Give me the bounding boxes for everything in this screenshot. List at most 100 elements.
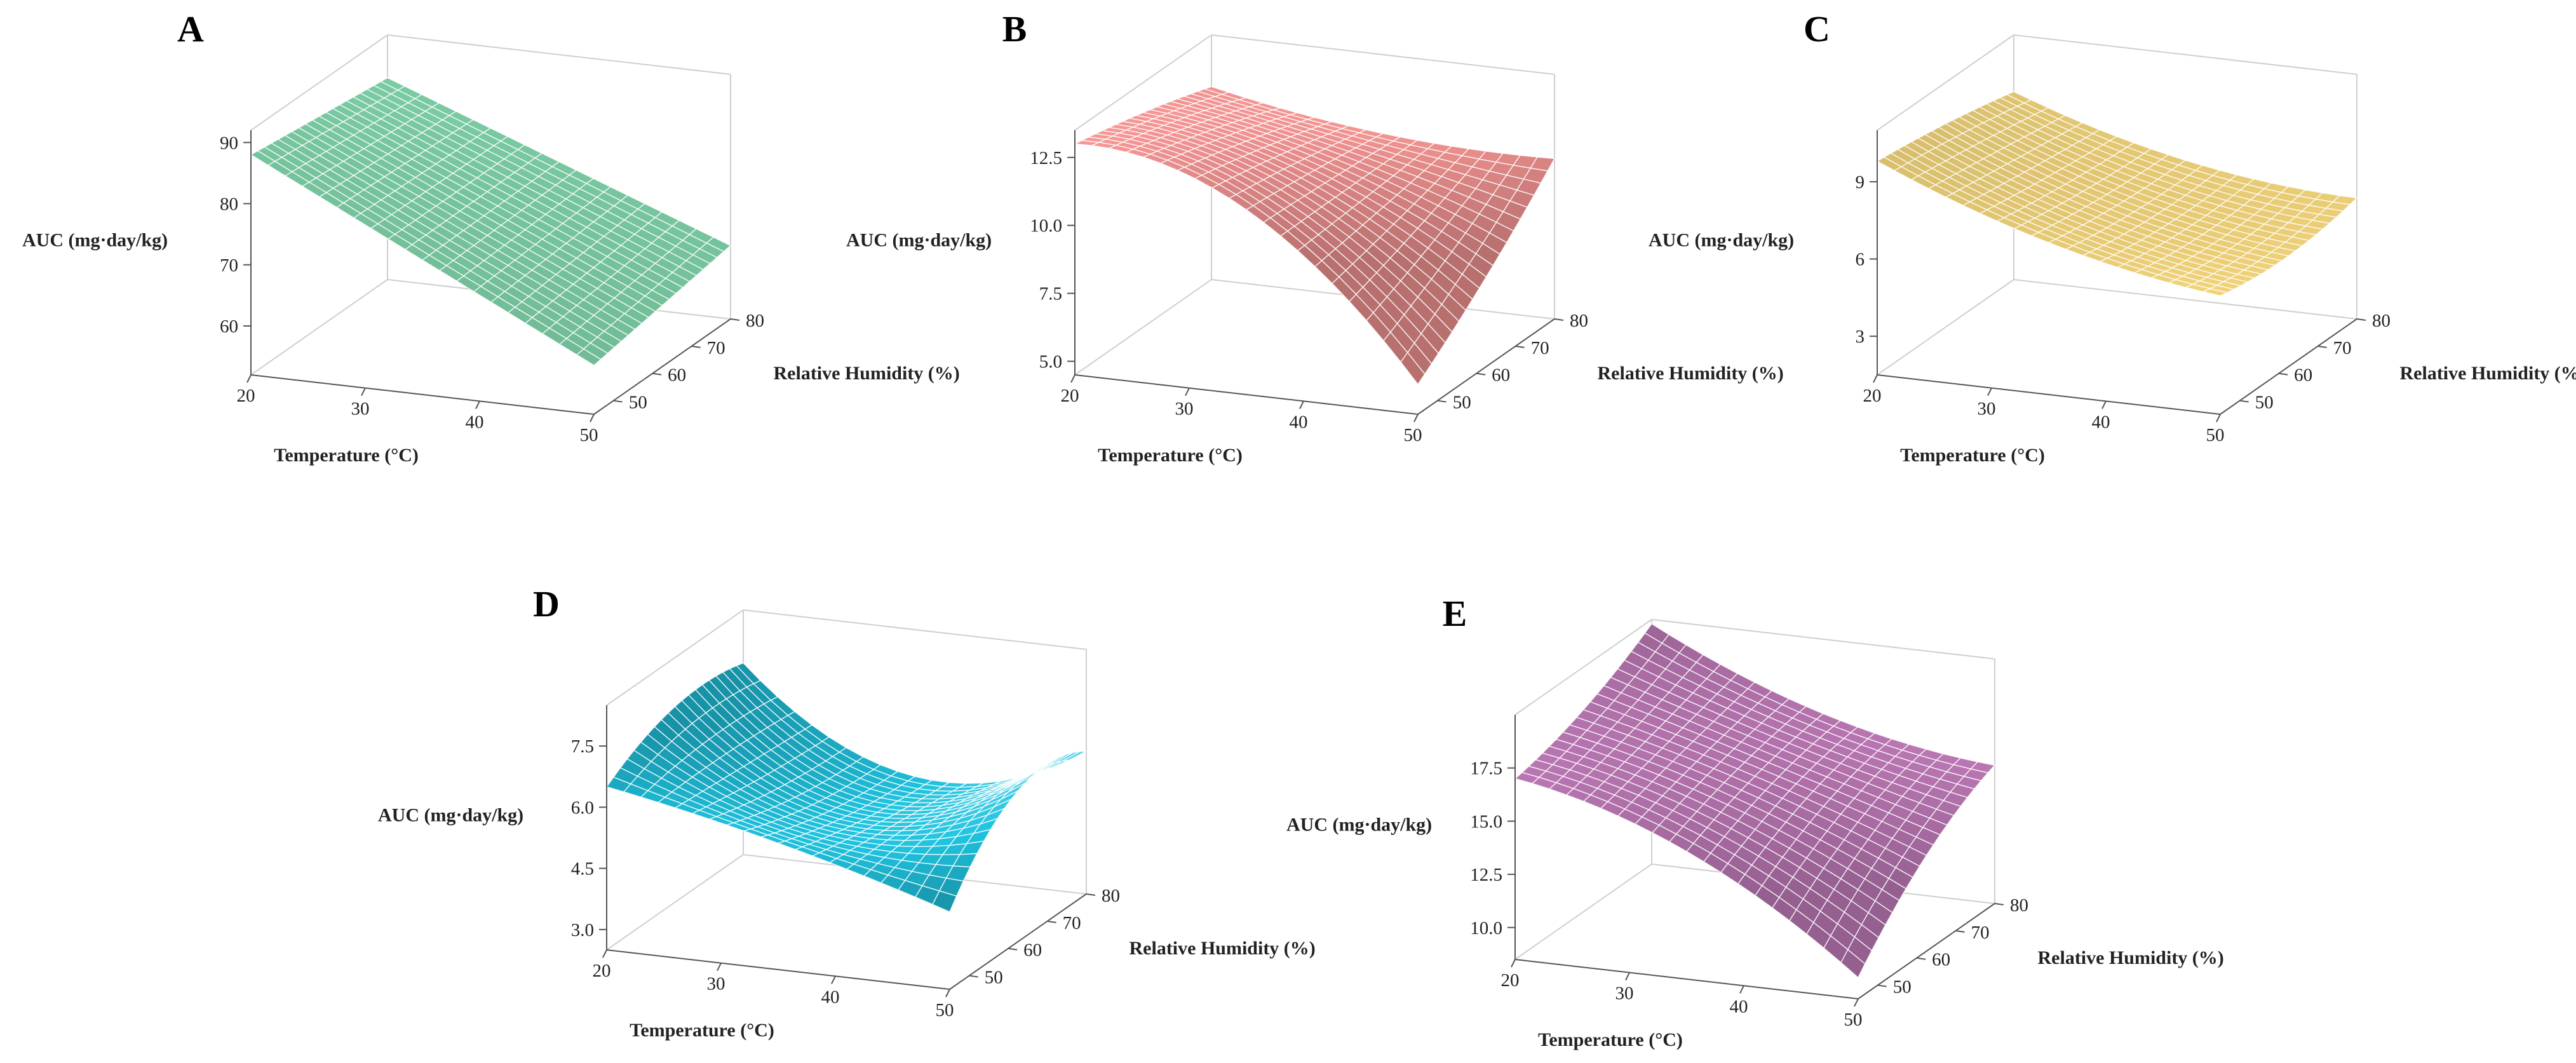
y-tick-mark xyxy=(2279,372,2288,376)
box-edge xyxy=(2013,279,2357,320)
y-tick-label: 80 xyxy=(2372,311,2391,331)
axis-line xyxy=(593,318,731,415)
z-axis-title: AUC (mg·day/kg) xyxy=(1649,230,1794,251)
z-tick-label: 3.0 xyxy=(571,920,594,940)
axes: 20 30 40 50 50 60 70 80 60 70 80 90 xyxy=(220,130,764,445)
axes: 20 30 40 50 50 60 70 80 3.0 4.5 6.0 7.5 xyxy=(571,705,1120,1020)
x-tick-mark xyxy=(1873,374,1878,383)
z-tick-label: 6 xyxy=(1856,250,1865,270)
y-axis-title: Relative Humidity (%) xyxy=(774,363,960,384)
x-tick-label: 30 xyxy=(1978,399,1996,419)
y-tick-mark xyxy=(1476,372,1486,376)
y-tick-mark xyxy=(691,345,701,348)
z-tick-label: 10.0 xyxy=(1470,918,1502,938)
surface-a xyxy=(250,77,732,366)
x-tick-mark xyxy=(246,374,252,383)
surface-cell xyxy=(576,348,602,366)
surface-cell xyxy=(2201,288,2229,297)
x-tick-label: 40 xyxy=(1290,412,1308,432)
x-tick-mark xyxy=(1987,388,1992,396)
y-tick-mark xyxy=(2239,400,2249,403)
axis-line xyxy=(1417,318,1555,415)
y-tick-label: 70 xyxy=(1531,338,1549,358)
panel-d: 20 30 40 50 50 60 70 80 3.0 4.5 6.0 7.5 Temperature … xyxy=(378,583,1316,1041)
y-axis-title: Relative Humidity (%) xyxy=(1598,363,1784,384)
panel-letter: E xyxy=(1443,593,1467,634)
z-tick-label: 90 xyxy=(220,133,238,153)
y-tick-mark xyxy=(1955,930,1965,933)
x-tick-label: 30 xyxy=(1615,984,1634,1004)
x-tick-mark xyxy=(1511,959,1516,968)
x-tick-label: 20 xyxy=(237,386,255,406)
z-tick-label: 9 xyxy=(1856,172,1865,193)
x-tick-mark xyxy=(1854,998,1859,1007)
surface-b xyxy=(1073,86,1556,386)
y-tick-mark xyxy=(2317,345,2327,348)
x-axis-title: Temperature (°C) xyxy=(1098,445,1243,466)
surface-cell xyxy=(1400,351,1426,386)
x-tick-label: 50 xyxy=(1844,1010,1863,1030)
z-tick-label: 12.5 xyxy=(1470,865,1502,885)
y-tick-label: 60 xyxy=(1023,940,1042,961)
box-edge xyxy=(2013,34,2357,75)
box-edge xyxy=(250,34,388,131)
x-tick-mark xyxy=(590,414,595,423)
y-tick-mark xyxy=(2356,318,2366,321)
axes: 20 30 40 50 50 60 70 80 10.0 12.5 15.0 17.5 xyxy=(1470,715,2028,1030)
z-tick-label: 80 xyxy=(220,194,238,215)
z-tick-label: 15.0 xyxy=(1470,811,1502,832)
x-tick-label: 40 xyxy=(466,412,484,432)
y-tick-label: 60 xyxy=(668,365,686,386)
z-tick-label: 17.5 xyxy=(1470,759,1502,779)
box-edge xyxy=(1514,619,1652,715)
box-edge xyxy=(743,609,1087,650)
axis-line xyxy=(606,949,950,990)
y-tick-label: 60 xyxy=(1492,365,1510,386)
y-tick-label: 60 xyxy=(2294,365,2312,386)
box-edge xyxy=(1651,619,1995,660)
x-tick-label: 50 xyxy=(1404,425,1422,445)
z-axis-title: AUC (mg·day/kg) xyxy=(1286,815,1432,836)
y-tick-mark xyxy=(1877,984,1887,987)
x-tick-label: 20 xyxy=(1501,970,1520,991)
panel-letter: B xyxy=(1002,8,1027,50)
x-tick-mark xyxy=(717,963,722,972)
x-tick-mark xyxy=(361,388,366,396)
box-edge xyxy=(1074,279,1212,376)
y-axis-title: Relative Humidity (%) xyxy=(2038,947,2224,968)
y-tick-mark xyxy=(1437,400,1446,403)
panel-letter: D xyxy=(533,583,560,625)
panel-c: 20 30 40 50 50 60 70 80 3 6 9 Temperature (°C) Relat… xyxy=(1649,8,2576,466)
axis-line xyxy=(1514,959,1859,999)
z-axis-title: AUC (mg·day/kg) xyxy=(22,230,168,251)
y-tick-label: 80 xyxy=(746,311,764,331)
y-tick-label: 80 xyxy=(2010,895,2028,916)
x-tick-mark xyxy=(2101,400,2107,409)
panel-letter: C xyxy=(1804,8,1830,50)
z-axis-title: AUC (mg·day/kg) xyxy=(378,805,523,826)
y-tick-mark xyxy=(1086,893,1096,896)
x-tick-label: 40 xyxy=(2092,412,2110,432)
x-axis-title: Temperature (°C) xyxy=(1538,1029,1683,1050)
x-tick-label: 50 xyxy=(2206,425,2225,445)
y-tick-label: 50 xyxy=(2255,393,2274,413)
box-edge xyxy=(250,279,388,376)
x-tick-mark xyxy=(1185,388,1190,396)
y-tick-label: 70 xyxy=(1063,913,1081,933)
x-axis-title: Temperature (°C) xyxy=(630,1020,774,1041)
y-tick-mark xyxy=(652,372,662,376)
x-tick-mark xyxy=(1413,414,1419,423)
y-tick-mark xyxy=(613,400,623,403)
axes: 20 30 40 50 50 60 70 80 3 6 9 xyxy=(1856,130,2391,445)
x-tick-label: 30 xyxy=(351,399,370,419)
box-edge xyxy=(1514,863,1652,960)
y-tick-label: 80 xyxy=(1102,886,1120,906)
box-edge xyxy=(1877,279,2014,376)
z-tick-label: 70 xyxy=(220,255,238,276)
box-edge xyxy=(1877,34,2014,131)
x-tick-label: 40 xyxy=(821,987,840,1007)
surface-e xyxy=(1514,623,1996,978)
z-tick-label: 60 xyxy=(220,316,238,337)
y-tick-mark xyxy=(1047,920,1056,923)
